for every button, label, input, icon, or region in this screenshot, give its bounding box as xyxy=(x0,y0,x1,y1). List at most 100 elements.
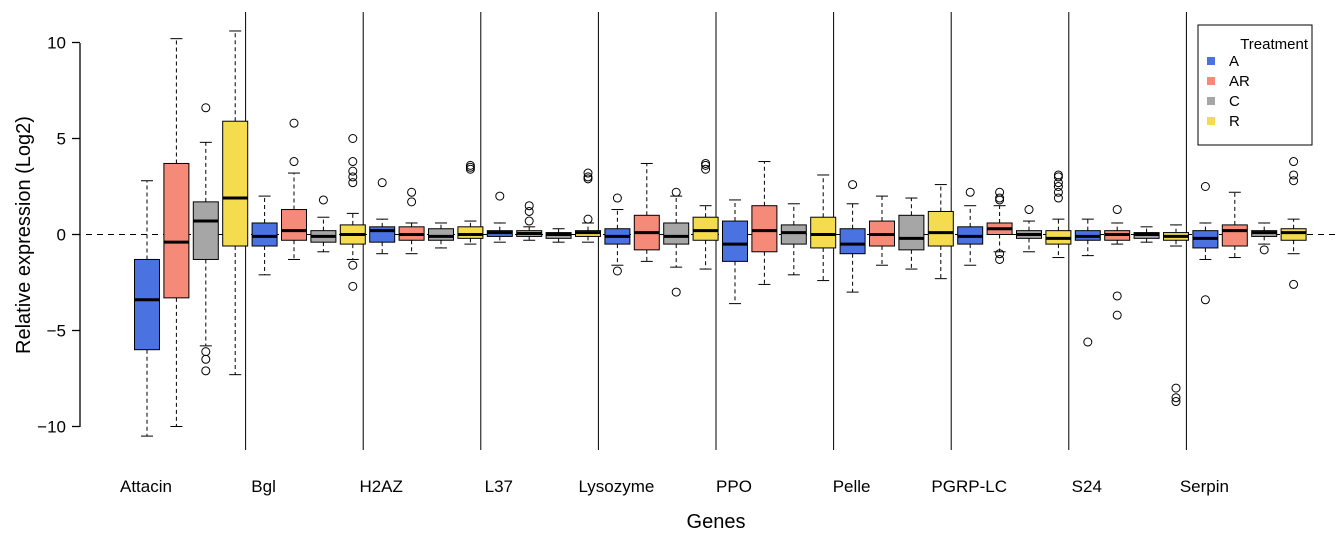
outlier-point xyxy=(1113,206,1121,214)
box-r-bgl xyxy=(340,135,365,291)
outlier-point xyxy=(202,355,210,363)
box-c-lysozyme xyxy=(664,188,689,296)
outlier-point xyxy=(1054,194,1062,202)
y-tick-label: 0 xyxy=(57,226,66,245)
y-tick-label: 10 xyxy=(47,34,66,53)
box-body xyxy=(1222,225,1247,246)
box-body xyxy=(928,211,953,246)
box-r-l37 xyxy=(576,169,601,242)
box-ar-s24 xyxy=(1105,206,1130,320)
outlier-point xyxy=(966,188,974,196)
outlier-point xyxy=(202,104,210,112)
legend-label: A xyxy=(1229,53,1239,70)
legend: Treatment A AR CR xyxy=(1198,25,1312,145)
box-body xyxy=(664,223,689,244)
outlier-point xyxy=(672,288,680,296)
box-a-h2az xyxy=(370,179,395,254)
outlier-point xyxy=(349,135,357,143)
outlier-point xyxy=(1084,338,1092,346)
box-a-pelle xyxy=(840,181,865,293)
box-body xyxy=(723,221,748,261)
box-ar-pelle xyxy=(870,196,895,265)
legend-label: AR xyxy=(1229,73,1250,90)
box-c-l37 xyxy=(546,229,571,242)
box-r-ppo xyxy=(811,175,836,281)
box-c-pgrp-lc xyxy=(1017,206,1042,252)
y-tick-label: −5 xyxy=(47,322,66,341)
outlier-point xyxy=(466,163,474,171)
outlier-point xyxy=(1054,171,1062,179)
outlier-point xyxy=(349,261,357,269)
box-ar-serpin xyxy=(1222,192,1247,257)
y-ticks: −10 −5 0 5 10 xyxy=(37,34,80,437)
box-a-ppo xyxy=(723,200,748,304)
outlier-point xyxy=(1201,183,1209,191)
box-r-s24 xyxy=(1164,225,1189,406)
box-ar-pgrp-lc xyxy=(987,188,1012,263)
box-c-serpin xyxy=(1252,223,1277,254)
outlier-point xyxy=(849,181,857,189)
box-r-pelle xyxy=(928,185,953,279)
outlier-point xyxy=(408,198,416,206)
outlier-point xyxy=(1172,384,1180,392)
outlier-point xyxy=(1201,296,1209,304)
y-tick-label: 5 xyxy=(57,130,66,149)
box-body xyxy=(840,229,865,254)
outlier-point xyxy=(408,188,416,196)
legend-swatch xyxy=(1207,57,1215,65)
x-tick-label: Serpin xyxy=(1180,477,1229,496)
box-a-pgrp-lc xyxy=(958,188,983,265)
outlier-point xyxy=(525,217,533,225)
box-body xyxy=(458,227,483,239)
box-r-lysozyme xyxy=(693,159,718,269)
x-tick-label: H2AZ xyxy=(359,477,402,496)
box-ar-h2az xyxy=(399,188,424,253)
legend-title: Treatment xyxy=(1240,36,1309,53)
outlier-point xyxy=(996,194,1004,202)
box-c-s24 xyxy=(1134,227,1159,242)
outlier-point xyxy=(202,367,210,375)
outlier-point xyxy=(1290,280,1298,288)
outlier-point xyxy=(584,215,592,223)
outlier-point xyxy=(613,267,621,275)
box-c-h2az xyxy=(429,223,454,248)
outlier-point xyxy=(613,194,621,202)
outlier-point xyxy=(202,348,210,356)
outlier-point xyxy=(996,255,1004,263)
box-ar-ppo xyxy=(752,162,777,285)
box-body xyxy=(223,121,248,246)
box-a-l37 xyxy=(487,192,512,242)
legend-swatch xyxy=(1207,97,1215,105)
box-r-serpin xyxy=(1281,158,1306,289)
x-axis-title: Genes xyxy=(687,511,746,533)
box-body xyxy=(781,225,806,244)
box-body xyxy=(370,227,395,242)
box-r-attacin xyxy=(223,31,248,375)
x-tick-label: Bgl xyxy=(251,477,276,496)
box-c-attacin xyxy=(193,104,218,375)
legend-label: R xyxy=(1229,113,1240,130)
outlier-point xyxy=(1290,177,1298,185)
box-a-serpin xyxy=(1193,183,1218,304)
outlier-point xyxy=(996,196,1004,204)
box-body xyxy=(811,217,836,248)
box-body xyxy=(252,223,277,246)
box-a-bgl xyxy=(252,196,277,275)
box-a-lysozyme xyxy=(605,194,630,275)
box-body xyxy=(1281,229,1306,241)
box-body xyxy=(193,202,218,260)
outlier-point xyxy=(378,179,386,187)
box-ar-attacin xyxy=(164,39,189,427)
boxplot-boxes xyxy=(135,31,1307,436)
outlier-point xyxy=(349,158,357,166)
x-tick-label: PGRP-LC xyxy=(931,477,1007,496)
box-body xyxy=(164,163,189,297)
outlier-point xyxy=(290,158,298,166)
box-a-s24 xyxy=(1075,219,1100,346)
y-tick-label: −10 xyxy=(37,418,66,437)
x-tick-label: PPO xyxy=(716,477,752,496)
outlier-point xyxy=(496,192,504,200)
box-body xyxy=(693,217,718,240)
x-tick-label: Pelle xyxy=(833,477,871,496)
